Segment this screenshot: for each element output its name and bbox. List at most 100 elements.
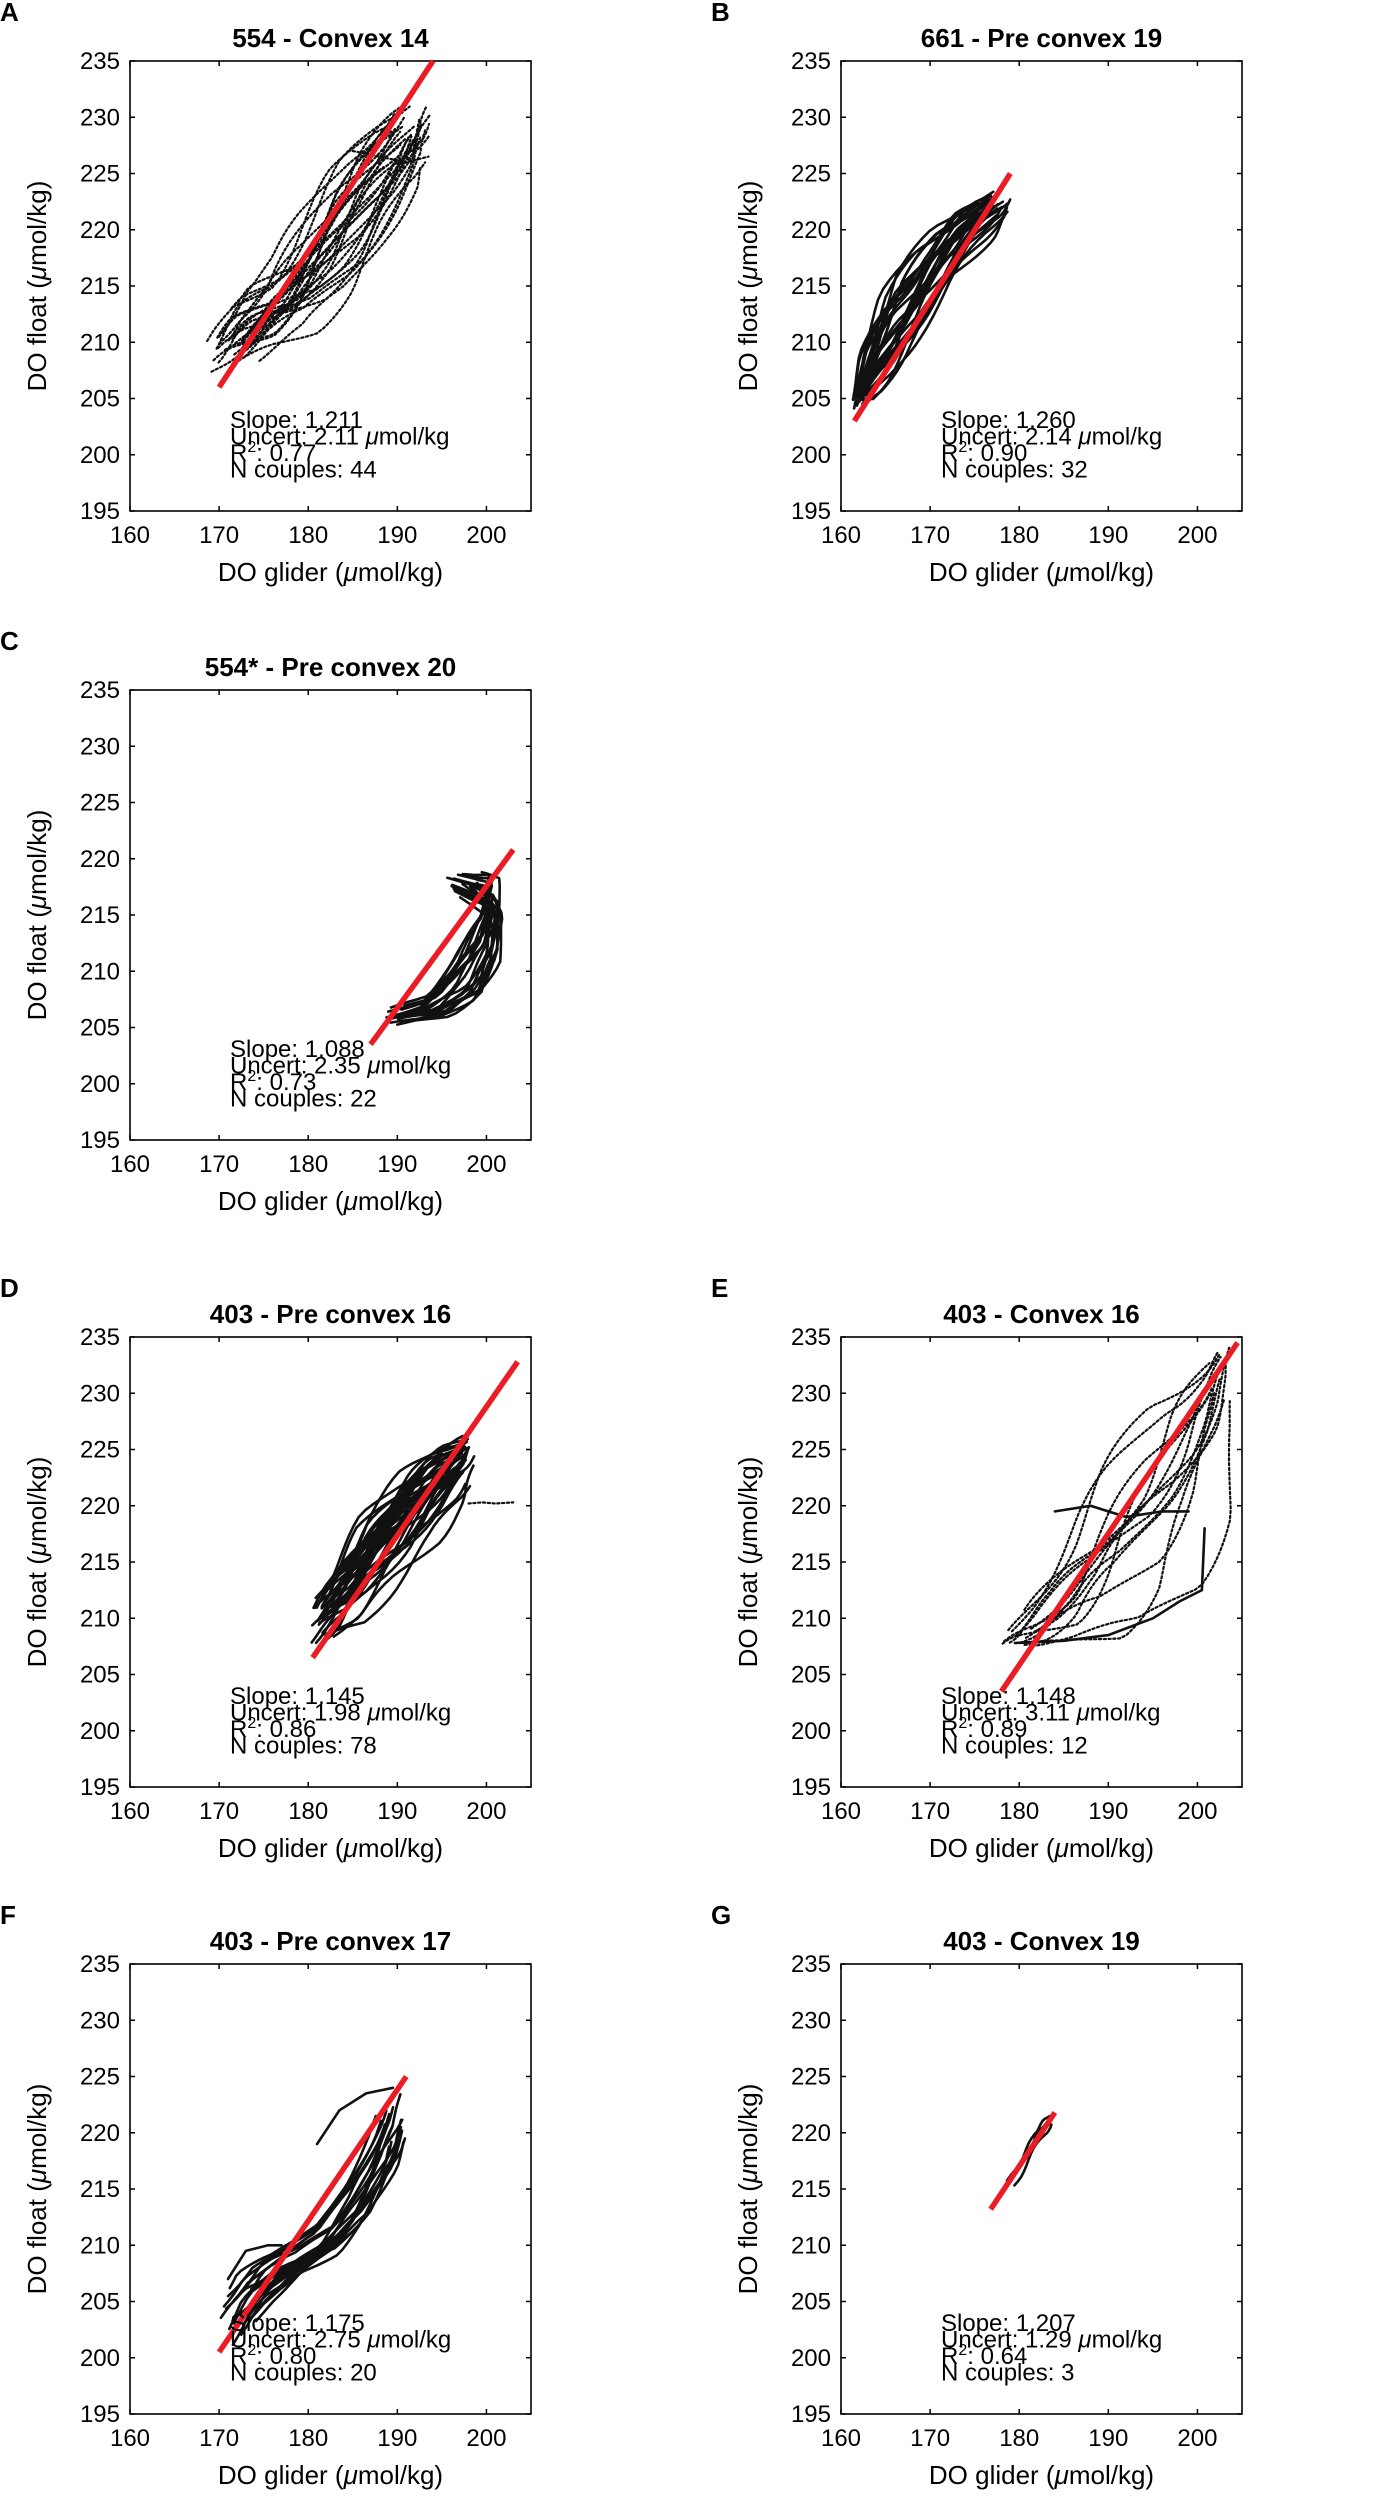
- x-tick-label: 170: [199, 2425, 239, 2452]
- y-tick-label: 205: [791, 2289, 831, 2316]
- profile-trace: [228, 2114, 378, 2290]
- stat-slope: Slope: 1.145: [230, 1683, 365, 1710]
- stat-r2: R2: 0.64: [941, 2342, 1027, 2370]
- stat-n-couples: N couples: 20: [230, 2360, 377, 2387]
- y-tick-label: 230: [80, 1380, 120, 1407]
- panel-letter: G: [711, 1900, 731, 1930]
- y-tick-label: 225: [80, 790, 120, 817]
- panel-c: C 554* - Pre convex 20 160 170 180 190 200 195 2…: [0, 626, 532, 1216]
- y-tick-label: 200: [791, 1718, 831, 1745]
- panel-g: G 403 - Convex 19 160 170 180 190 200 195 200 205…: [711, 1900, 1243, 2490]
- panel-b: B 661 - Pre convex 19 160 170 180 190 200 195 20…: [711, 0, 1243, 587]
- stat-n-couples: N couples: 3: [941, 2360, 1074, 2387]
- slope-value: 1.088: [305, 1036, 365, 1063]
- x-tick-label: 200: [1177, 1798, 1217, 1825]
- stat-n-couples: N couples: 78: [230, 1733, 377, 1760]
- x-tick-label: 190: [377, 1151, 417, 1178]
- n-couples-value: 78: [350, 1733, 377, 1760]
- y-tick-label: 195: [791, 2401, 831, 2428]
- stat-slope: Slope: 1.207: [941, 2310, 1076, 2337]
- profile-trace: [401, 888, 496, 1019]
- y-tick-label: 220: [791, 2120, 831, 2147]
- profile-trace: [858, 195, 989, 383]
- x-tick-label: 160: [110, 522, 150, 549]
- y-axis-label: DO float (μmol/kg): [22, 181, 52, 392]
- x-axis-label: DO glider (μmol/kg): [929, 2460, 1154, 2490]
- y-tick-label: 200: [80, 1071, 120, 1098]
- y-tick-label: 195: [80, 2401, 120, 2428]
- uncert-value: 2.11: [314, 424, 359, 451]
- x-tick-label: 200: [466, 1798, 506, 1825]
- x-tick-label: 160: [821, 1798, 861, 1825]
- x-tick-label: 160: [821, 522, 861, 549]
- profile-trace: [1024, 1389, 1217, 1639]
- y-axis-label: DO float (μmol/kg): [733, 1457, 763, 1668]
- slope-value: 1.260: [1016, 407, 1076, 434]
- x-tick-label: 190: [1088, 522, 1128, 549]
- panel-f: F 403 - Pre convex 17 160 170 180 190 200 195 20…: [0, 1900, 532, 2490]
- profile-trace: [1010, 1350, 1220, 1633]
- panel-a: A 554 - Convex 14 160 170 180 190 200 195 200 205…: [0, 0, 532, 587]
- profile-trace: [317, 1458, 468, 1626]
- y-tick-label: 230: [791, 2007, 831, 2034]
- y-tick-label: 200: [791, 442, 831, 469]
- y-tick-label: 220: [80, 2120, 120, 2147]
- x-tick-label: 200: [1177, 2425, 1217, 2452]
- profile-trace: [233, 161, 427, 365]
- chart-title: 403 - Pre convex 17: [210, 1926, 451, 1956]
- n-couples-value: 22: [350, 1086, 377, 1113]
- profile-trace: [241, 122, 423, 355]
- profile-trace: [242, 104, 428, 343]
- panel-letter: E: [711, 1273, 728, 1303]
- uncert-value: 2.35: [314, 1053, 361, 1080]
- r2-value: 0.73: [270, 1069, 317, 1096]
- stat-uncert: Uncert: 2.14 μmol/kg: [941, 424, 1162, 451]
- profile-trace: [467, 1501, 515, 1505]
- x-axis-label: DO glider (μmol/kg): [929, 557, 1154, 587]
- profile-trace: [869, 194, 998, 370]
- stat-uncert: Uncert: 1.98 μmol/kg: [230, 1700, 451, 1727]
- y-tick-label: 205: [80, 1662, 120, 1689]
- y-tick-label: 205: [791, 386, 831, 413]
- x-tick-label: 190: [377, 522, 417, 549]
- profile-trace: [1007, 1353, 1221, 1632]
- stat-n-couples: N couples: 22: [230, 1086, 377, 1113]
- chart-title: 403 - Pre convex 16: [210, 1299, 451, 1329]
- y-tick-label: 235: [80, 1951, 120, 1978]
- slope-value: 1.175: [305, 2310, 365, 2337]
- chart-title: 554 - Convex 14: [232, 23, 429, 53]
- r2-value: 0.90: [981, 440, 1028, 467]
- profile-trace: [230, 105, 411, 310]
- y-tick-label: 205: [80, 1015, 120, 1042]
- profile-trace: [218, 114, 407, 345]
- x-tick-label: 190: [377, 2425, 417, 2452]
- x-tick-label: 200: [466, 2425, 506, 2452]
- y-tick-label: 230: [791, 1380, 831, 1407]
- stat-slope: Slope: 1.088: [230, 1036, 365, 1063]
- stat-slope: Slope: 1.175: [230, 2310, 365, 2337]
- profile-trace: [233, 135, 413, 356]
- y-tick-label: 235: [791, 1324, 831, 1351]
- x-tick-label: 160: [110, 2425, 150, 2452]
- x-tick-label: 170: [910, 522, 950, 549]
- y-axis-label: DO float (μmol/kg): [22, 1457, 52, 1668]
- chart-title: 403 - Convex 16: [943, 1299, 1140, 1329]
- x-tick-label: 170: [910, 1798, 950, 1825]
- y-tick-label: 225: [80, 2064, 120, 2091]
- regression-line: [852, 172, 1013, 423]
- x-tick-label: 200: [1177, 522, 1217, 549]
- y-tick-label: 195: [80, 1127, 120, 1154]
- profile-trace: [224, 2112, 391, 2310]
- y-tick-label: 235: [791, 1951, 831, 1978]
- profile-trace: [232, 2125, 394, 2325]
- x-tick-label: 180: [288, 1151, 328, 1178]
- x-tick-label: 180: [999, 522, 1039, 549]
- x-axis-label: DO glider (μmol/kg): [218, 2460, 443, 2490]
- slope-value: 1.148: [1016, 1683, 1076, 1710]
- chart-title: 554* - Pre convex 20: [205, 652, 457, 682]
- profile-trace: [861, 210, 1009, 406]
- profile-trace: [217, 144, 402, 349]
- profile-trace: [261, 129, 427, 335]
- y-tick-label: 220: [80, 846, 120, 873]
- profile-trace: [398, 893, 504, 1024]
